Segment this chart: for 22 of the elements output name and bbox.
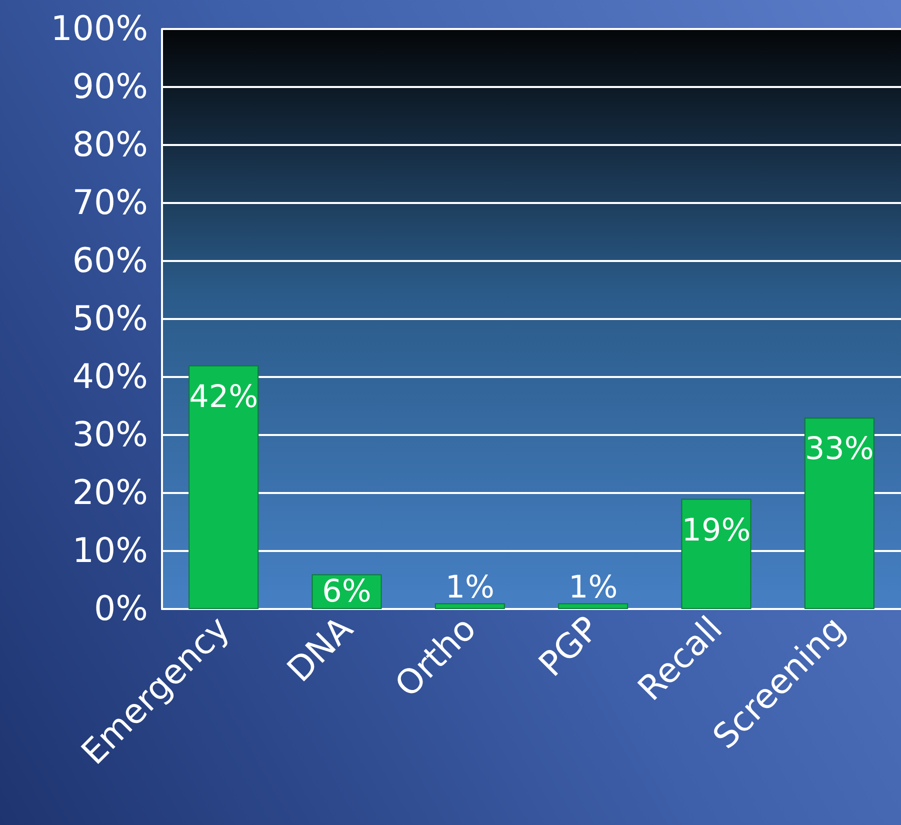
bar — [681, 498, 752, 609]
y-tick-label: 80% — [72, 125, 148, 165]
data-label: 19% — [682, 512, 751, 548]
y-tick-label: 70% — [72, 183, 148, 223]
y-tick-label: 40% — [72, 357, 148, 397]
bar — [188, 365, 259, 609]
y-tick-label: 60% — [72, 241, 148, 281]
data-label: 1% — [445, 570, 495, 606]
data-label: 42% — [189, 378, 258, 415]
y-tick-label: 30% — [72, 415, 148, 455]
bar — [434, 603, 505, 609]
bar — [558, 603, 628, 609]
bar — [804, 418, 874, 609]
data-label: 1% — [568, 570, 618, 606]
y-tick-label: 10% — [72, 531, 148, 571]
y-tick-label: 50% — [72, 299, 148, 339]
data-label: 6% — [322, 574, 372, 610]
y-tick-label: 0% — [94, 589, 148, 629]
y-tick-label: 20% — [72, 473, 148, 513]
y-tick-label: 100% — [50, 9, 148, 49]
y-tick-label: 90% — [72, 67, 148, 107]
data-label: 33% — [804, 431, 874, 468]
